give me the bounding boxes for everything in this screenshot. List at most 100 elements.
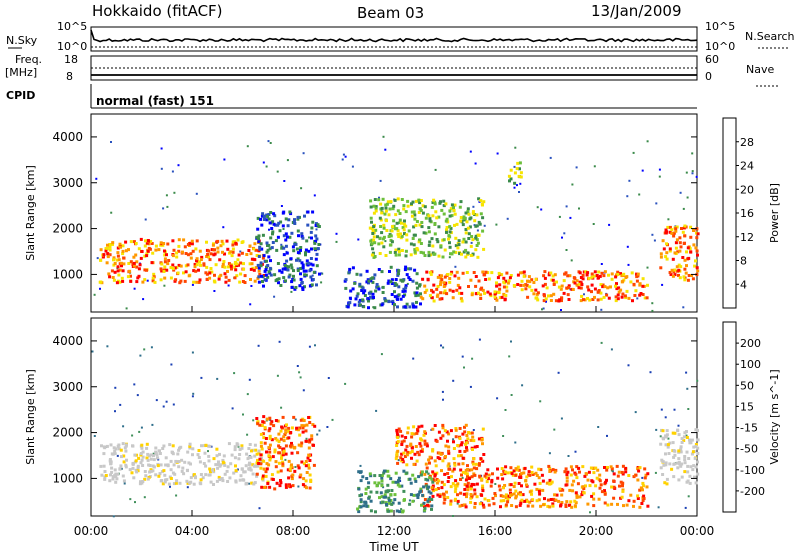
range-cell (261, 233, 265, 237)
range-cell (291, 484, 295, 488)
range-cell (396, 229, 400, 233)
freq-panel: Freq. [MHz] 18 8 60 0 Nave (5, 53, 778, 87)
velocity-ylabel: Slant Range [km] (24, 369, 37, 465)
range-cell (372, 296, 375, 299)
range-cell (431, 427, 435, 431)
scatter-cell (186, 486, 189, 489)
range-cell (267, 463, 271, 467)
range-cell (113, 468, 117, 472)
range-cell (565, 476, 569, 480)
range-cell (436, 240, 440, 244)
range-cell (109, 443, 113, 447)
range-cell (671, 257, 675, 261)
range-cell (173, 279, 177, 283)
range-cell (687, 256, 691, 260)
range-cell (450, 203, 454, 207)
scatter-cell (233, 372, 236, 375)
range-cell (358, 284, 362, 288)
range-cell (149, 469, 153, 473)
range-cell (306, 456, 310, 460)
range-cell (498, 488, 502, 492)
range-cell (290, 441, 293, 445)
range-cell (464, 505, 468, 509)
range-cell (384, 203, 388, 207)
range-cell (171, 239, 175, 243)
range-cell (163, 265, 167, 269)
range-cell (163, 473, 167, 477)
range-cell (417, 475, 421, 479)
range-cell (595, 476, 599, 480)
range-cell (678, 236, 682, 240)
range-cell (116, 246, 120, 250)
range-cell (605, 468, 609, 472)
range-cell (466, 488, 470, 492)
scatter-cell (626, 195, 629, 198)
range-cell (542, 274, 546, 278)
range-cell (232, 471, 236, 475)
range-cell (156, 456, 159, 460)
scatter-cell (191, 351, 194, 354)
scatter-cell (359, 464, 362, 467)
range-cell (467, 212, 471, 216)
ytick-label: 4000 (52, 334, 83, 348)
range-cell (317, 225, 321, 228)
range-cell (146, 477, 150, 481)
range-cell (172, 248, 176, 252)
range-cell (638, 466, 642, 470)
range-cell (389, 234, 393, 238)
range-cell (185, 479, 189, 483)
range-cell (191, 447, 195, 451)
scatter-cell (242, 413, 244, 416)
range-cell (467, 431, 470, 434)
range-cell (383, 212, 387, 216)
range-cell (557, 285, 561, 289)
range-cell (199, 482, 203, 486)
range-cell (433, 232, 437, 236)
range-cell (281, 460, 285, 464)
range-cell (278, 446, 282, 449)
range-cell (282, 246, 286, 250)
range-cell (681, 230, 685, 234)
range-cell (471, 211, 475, 215)
range-cell (580, 294, 584, 298)
scatter-cell (110, 211, 113, 214)
range-cell (222, 454, 226, 458)
range-cell (421, 448, 424, 452)
scatter-cell (166, 205, 169, 208)
range-cell (260, 423, 264, 427)
range-cell (416, 493, 420, 497)
range-cell (602, 295, 606, 299)
range-cell (184, 264, 188, 268)
range-cell (412, 425, 416, 429)
range-cell (453, 463, 457, 467)
range-cell (164, 456, 168, 460)
range-cell (230, 254, 234, 258)
range-cell (607, 296, 611, 300)
range-cell (608, 285, 612, 289)
range-cell (475, 482, 479, 486)
range-cell (393, 303, 396, 307)
range-cell (229, 250, 233, 254)
range-cell (598, 486, 602, 490)
range-cell (233, 448, 237, 452)
range-cell (617, 290, 621, 294)
range-cell (293, 446, 296, 450)
range-cell (410, 432, 414, 436)
range-cell (200, 255, 204, 259)
range-cell (436, 285, 440, 288)
range-cell (211, 468, 214, 472)
range-cell (568, 488, 572, 492)
range-cell (141, 280, 145, 284)
scatter-cell (213, 290, 216, 292)
range-cell (248, 244, 252, 248)
range-cell (682, 226, 686, 230)
range-cell (308, 459, 312, 462)
range-cell (450, 270, 454, 274)
range-cell (413, 233, 417, 237)
range-cell (605, 478, 608, 482)
range-cell (277, 281, 280, 285)
scatter-cell (269, 142, 272, 144)
range-cell (408, 451, 412, 455)
range-cell (695, 231, 698, 235)
range-cell (183, 279, 187, 283)
